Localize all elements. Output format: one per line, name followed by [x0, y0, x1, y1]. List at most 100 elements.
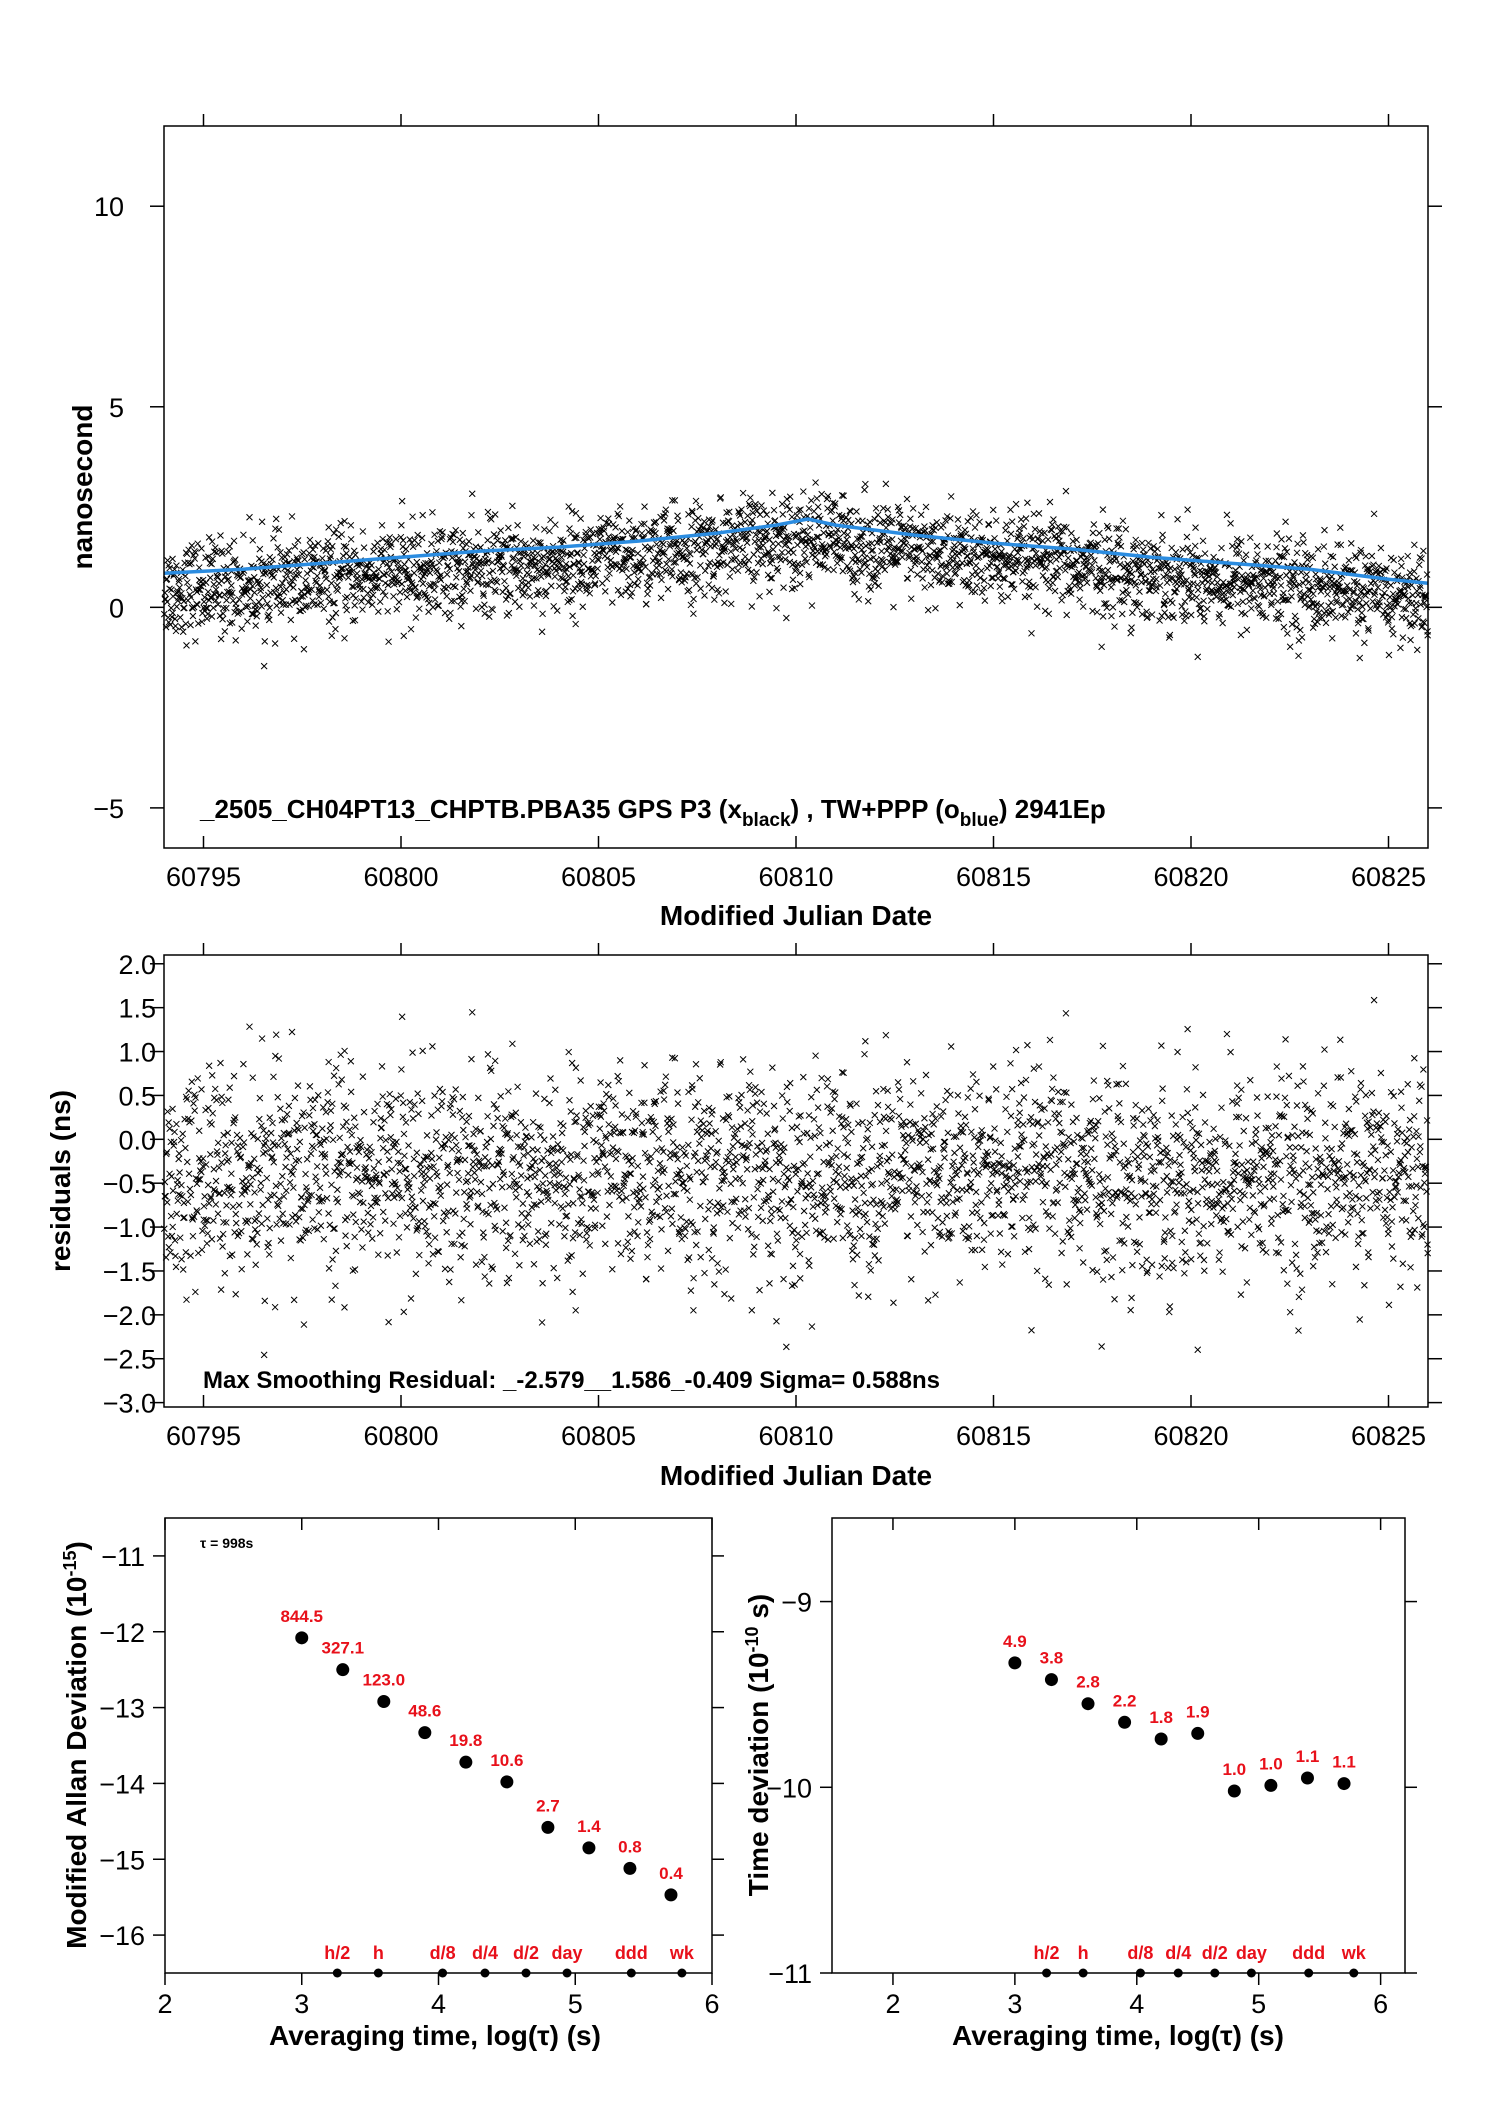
- data-point: [542, 592, 550, 600]
- data-point: [597, 514, 604, 522]
- data-point: [763, 527, 771, 535]
- data-point: [890, 603, 897, 611]
- residual-point: [257, 1186, 264, 1194]
- data-point: [734, 567, 742, 575]
- residual-point: [698, 1169, 706, 1176]
- data-point: [693, 546, 701, 554]
- residual-point: [761, 1157, 769, 1165]
- data-point: [500, 562, 508, 570]
- residual-point: [399, 1113, 407, 1121]
- data-point: [726, 573, 734, 580]
- data-point: [828, 506, 836, 514]
- residual-point: [748, 1306, 756, 1314]
- residual-point: [774, 1205, 781, 1213]
- data-point: [866, 518, 874, 526]
- data-point: [328, 542, 336, 550]
- data-point: [419, 511, 427, 519]
- data-point: [1099, 506, 1107, 513]
- data-point: [782, 614, 790, 622]
- data-point: [192, 549, 199, 556]
- data-point: [1050, 516, 1057, 523]
- residual-point: [787, 1196, 795, 1204]
- data-point: [875, 582, 882, 590]
- data-point: [771, 517, 779, 524]
- data-point: [618, 566, 626, 574]
- residual-point: [965, 1222, 973, 1230]
- residual-point: [406, 1184, 413, 1191]
- data-point: [237, 607, 245, 615]
- residual-point: [1019, 1121, 1027, 1128]
- residual-point: [924, 1297, 932, 1304]
- data-point: [544, 572, 552, 579]
- residual-point: [472, 1261, 480, 1268]
- residual-point: [743, 1165, 751, 1173]
- residual-point: [734, 1224, 742, 1232]
- data-point: [701, 567, 709, 575]
- data-point: [526, 593, 534, 600]
- residual-point: [754, 1213, 762, 1221]
- data-point: [328, 632, 336, 640]
- data-point: [658, 548, 666, 556]
- x-tick-label: 60820: [1153, 862, 1228, 892]
- data-point: [328, 579, 335, 587]
- data-point: [782, 540, 790, 548]
- residual-point: [681, 1232, 689, 1240]
- data-point: [840, 492, 847, 500]
- data-point: [334, 587, 342, 595]
- residual-point: [978, 1246, 986, 1254]
- residual-point: [933, 1181, 941, 1189]
- residual-point: [428, 1112, 435, 1119]
- data-point: [991, 534, 998, 542]
- residual-point: [882, 1127, 890, 1135]
- data-point: [396, 568, 404, 576]
- residual-point: [257, 1179, 265, 1187]
- data-point: [753, 507, 761, 515]
- residual-point: [172, 1252, 179, 1260]
- residual-point: [505, 1088, 512, 1095]
- residual-point: [972, 1188, 980, 1196]
- residual-point: [829, 1127, 837, 1135]
- data-point: [783, 495, 791, 503]
- data-point: [565, 503, 573, 510]
- data-point: [436, 574, 444, 582]
- data-point: [992, 517, 1000, 524]
- data-point: [186, 560, 193, 568]
- residual-point: [734, 1138, 742, 1145]
- data-point: [591, 580, 599, 587]
- residual-point: [322, 1170, 330, 1177]
- data-point: [541, 561, 549, 568]
- data-point: [897, 547, 904, 555]
- residual-point: [874, 1101, 882, 1109]
- data-point: [942, 517, 949, 524]
- data-point: [212, 586, 220, 594]
- data-point: [1124, 591, 1132, 599]
- data-point: [751, 538, 759, 545]
- residual-point: [167, 1138, 175, 1146]
- residual-point: [569, 1199, 577, 1207]
- data-point: [537, 573, 545, 580]
- residual-point: [860, 1189, 867, 1197]
- data-point: [725, 538, 732, 546]
- data-point: [662, 568, 670, 575]
- data-point: [735, 508, 742, 515]
- data-point: [569, 587, 577, 595]
- data-point: [1048, 521, 1056, 528]
- data-point: [369, 591, 377, 599]
- residual-point: [193, 1180, 201, 1188]
- data-point: [458, 539, 466, 546]
- data-point: [670, 541, 678, 548]
- residual-point: [627, 1255, 634, 1263]
- data-point: [626, 581, 634, 589]
- data-point: [457, 603, 464, 610]
- data-point: [176, 584, 183, 591]
- data-point: [758, 502, 765, 509]
- data-point: [269, 556, 276, 563]
- residual-point: [809, 1177, 817, 1185]
- data-point: [1210, 553, 1217, 561]
- residual-point: [629, 1154, 636, 1162]
- residual-point: [882, 1031, 890, 1039]
- data-point: [1120, 598, 1128, 606]
- data-point: [468, 511, 475, 519]
- residual-point: [386, 1090, 394, 1098]
- residual-point: [729, 1219, 736, 1227]
